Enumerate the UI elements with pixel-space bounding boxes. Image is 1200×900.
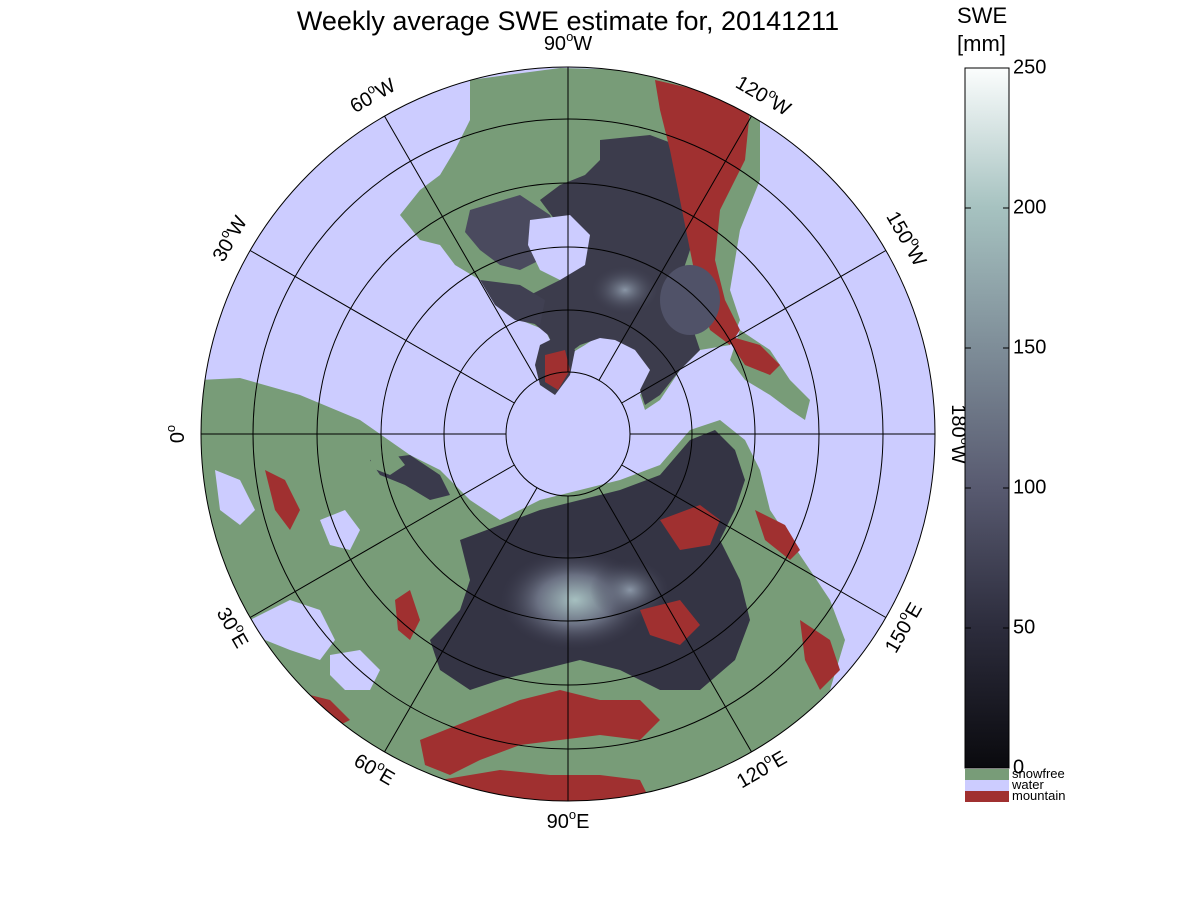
colorbar-tick-label: 0 [1013,756,1024,778]
mediterranean-water [215,470,255,525]
meridian-line [249,250,515,404]
caspian-area-water [250,600,335,660]
himalaya-mountain [420,690,660,775]
colorbar-title: SWE [mm] [957,2,1007,58]
colorbar-title-line1: SWE [957,3,1008,28]
colorbar-tick-label: 200 [1013,196,1046,218]
colorbar-tick-label: 250 [1013,56,1046,78]
east-asia-mountain [640,600,700,645]
meridian-line [621,250,887,404]
meridian-line [384,115,538,381]
map-title: Weekly average SWE estimate for, 2014121… [296,6,840,36]
longitude-label: 0o [163,425,189,443]
greenland-mountain [545,350,570,390]
category-swatch [965,780,1009,791]
longitude-label: 60oW [345,71,400,118]
yukon-snow-patch [660,265,720,335]
meridian-line [621,464,887,618]
alaska-mountain [725,335,780,375]
siberia-mountain [660,505,720,550]
map-border [200,66,936,802]
arctic-islands-snow-2 [480,280,545,325]
colorbar-tick-label: 150 [1013,336,1046,358]
alps-mountain [265,470,300,530]
category-label: mountain [1012,788,1065,803]
colorbar-tick-label: 100 [1013,476,1046,498]
siberia-snow-patch [590,560,670,620]
meridian-line [598,487,752,753]
longitude-label: 30oW [206,211,253,266]
meridian-line [249,464,515,618]
colorbar-tick-label: 50 [1013,616,1035,638]
colorbar-ticks: 0 50 100 150 200 250 [965,56,1046,778]
category-swatch [965,791,1009,802]
category-label: snowfree [1012,766,1065,781]
baltic-water [320,510,360,550]
colorbar-gradient [964,67,1010,769]
colorbar-title-line2: [mm] [957,31,1006,56]
graticule [201,67,935,801]
category-label: water [1011,777,1044,792]
meridian-line [384,487,538,753]
iceland-snowfree [370,452,405,475]
canada-snow-patch [590,265,660,315]
meridian-line [598,115,752,381]
rockies-mountain [655,80,750,345]
longitude-label: 90oW [544,29,592,55]
urals-mountain [395,590,420,640]
longitude-label: 90oE [547,807,590,833]
far-east-mountain [800,620,840,690]
black-sea-water [330,650,380,690]
kamchatka-mountain [755,510,800,560]
category-swatch [965,769,1009,780]
